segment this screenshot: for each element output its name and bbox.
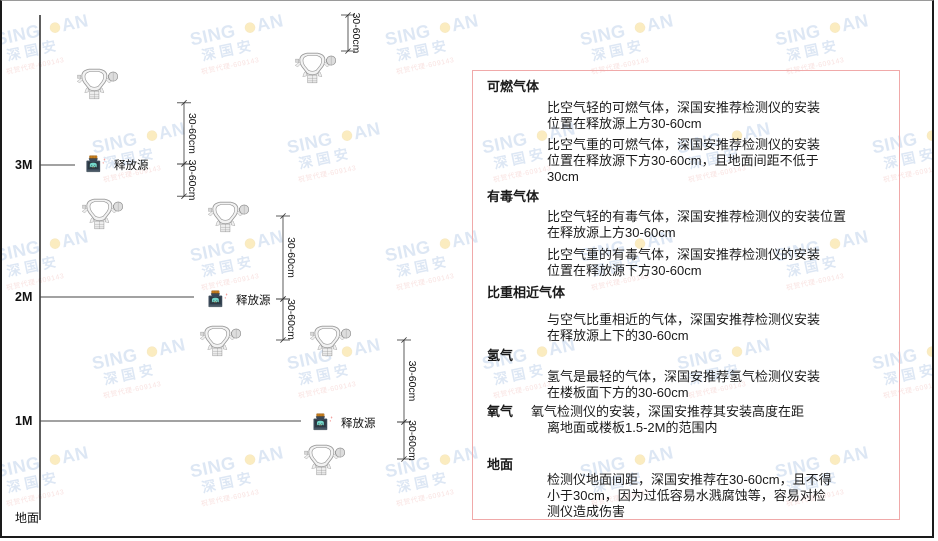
svg-text:3M: 3M [15, 158, 32, 172]
svg-text:30-60cm: 30-60cm [186, 113, 198, 154]
svg-text:30-60cm: 30-60cm [186, 160, 198, 201]
svg-text:30-60cm: 30-60cm [406, 361, 418, 402]
svg-text:2M: 2M [15, 290, 32, 304]
svg-text:30-60cm: 30-60cm [406, 420, 418, 461]
svg-text:地面: 地面 [15, 511, 39, 525]
svg-text:30-60cm: 30-60cm [285, 299, 297, 340]
svg-text:30-60cm: 30-60cm [285, 237, 297, 278]
svg-text:30-60cm: 30-60cm [350, 13, 362, 54]
svg-text:释放源: 释放源 [114, 158, 149, 172]
svg-text:释放源: 释放源 [341, 416, 376, 430]
svg-text:1M: 1M [15, 414, 32, 428]
svg-text:释放源: 释放源 [236, 293, 271, 307]
